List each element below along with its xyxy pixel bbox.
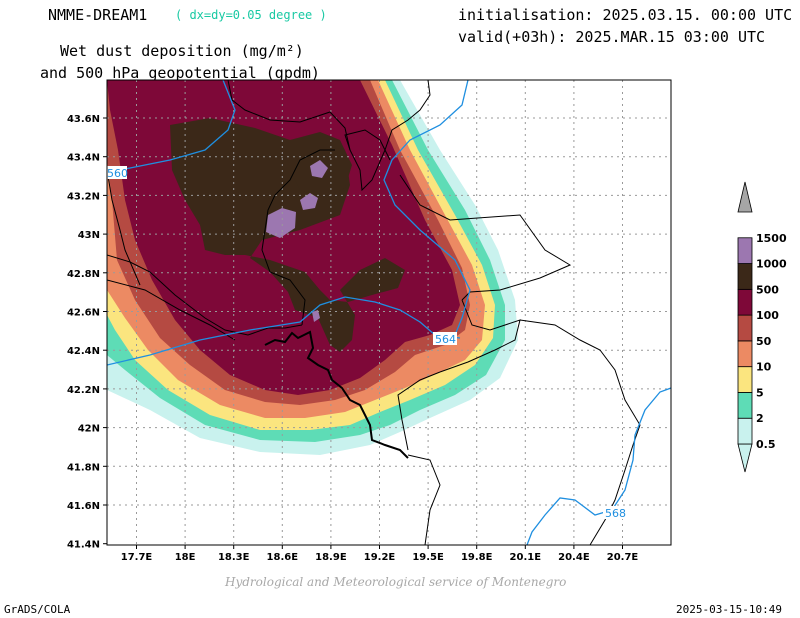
footer-left: GrADS/COLA (4, 603, 71, 616)
valid-time: valid(+03h): 2025.MAR.15 03:00 UTC (458, 28, 766, 46)
model-title: NMME-DREAM1 (48, 6, 148, 24)
contour-label-box-560 (105, 166, 127, 179)
grid-lines (107, 80, 671, 545)
dust-zone-1000b (300, 193, 318, 210)
legend-label: 1000 (756, 258, 787, 271)
legend-label: 1500 (756, 232, 787, 245)
lat-label: 41.6N (67, 501, 100, 512)
contour-label-568: 568 (605, 507, 626, 520)
contour-label-564: 564 (435, 333, 456, 346)
variable-title: Wet dust deposition (mg/m²) (60, 42, 304, 60)
contour-label-560: 560 (107, 167, 128, 180)
lat-label: 43N (78, 230, 100, 241)
credit-text: Hydrological and Meteorological service … (225, 575, 567, 589)
init-time: initialisation: 2025.03.15. 00:00 UTC (458, 6, 793, 24)
legend-label: 2 (756, 412, 764, 425)
coastline (264, 330, 409, 459)
lon-label: 19.8E (461, 552, 493, 563)
lon-label: 18E (175, 552, 196, 563)
lat-label: 42.8N (67, 269, 100, 280)
legend-swatch (737, 237, 753, 264)
lon-label: 17.7E (121, 552, 153, 563)
lat-label: 42.4N (67, 346, 100, 357)
contour-label-box-564 (433, 332, 457, 345)
map-frame (106, 79, 672, 546)
lat-label: 43.6N (67, 114, 100, 125)
model-resolution: ( dx=dy=0.05 degree ) (175, 8, 327, 22)
lat-label: 42N (78, 424, 100, 435)
dust-field (107, 80, 518, 455)
lat-label: 41.4N (67, 540, 100, 551)
footer-right: 2025-03-15-10:49 (676, 603, 782, 616)
lon-label: 19.5E (412, 552, 444, 563)
legend-swatch (737, 366, 753, 393)
legend-swatch (737, 392, 753, 419)
lon-label: 18.9E (315, 552, 347, 563)
legend-swatch (737, 288, 753, 316)
lat-label: 43.2N (67, 191, 100, 202)
legend-label: 5 (756, 386, 764, 399)
dust-zone-1000d (312, 310, 320, 322)
variable-title-line2: and 500 hPa geopotential (gpdm) (40, 64, 320, 82)
legend-label: 500 (756, 283, 779, 296)
lat-label: 42.6N (67, 308, 100, 319)
legend-label: 50 (756, 335, 772, 348)
dust-zone-1000 (266, 208, 296, 238)
legend-arrow-bottom (737, 443, 753, 473)
country-borders (107, 80, 641, 545)
lon-label: 20.1E (510, 552, 542, 563)
lon-label: 18.6E (267, 552, 299, 563)
lon-label: 18.3E (218, 552, 250, 563)
lon-label: 19.2E (364, 552, 396, 563)
longitude-labels: 17.7E 18E 18.3E 18.6E 18.9E 19.2E 19.5E 19.8E 20… (121, 545, 639, 563)
lat-label: 43.4N (67, 153, 100, 164)
dust-zone-1000c (310, 160, 328, 178)
lon-label: 20.7E (607, 552, 639, 563)
legend-swatch (737, 340, 753, 368)
contour-labels: 560 564 568 (105, 166, 627, 520)
contour-label-box-568 (603, 506, 627, 519)
colorbar-legend: 0.5 2 5 10 50 100 500 1000 1500 (737, 181, 787, 473)
lon-label: 20.4E (558, 552, 590, 563)
legend-swatch (737, 417, 753, 445)
latitude-labels: 43.6N 43.4N 43.2N 43N 42.8N 42.6N 42.4N 42.2N 42… (67, 114, 107, 551)
legend-label: 100 (756, 309, 779, 322)
legend-swatch (737, 263, 753, 290)
legend-arrow-top (737, 181, 753, 213)
legend-label: 0.5 (756, 438, 776, 451)
legend-swatch (737, 314, 753, 342)
lat-label: 41.8N (67, 462, 100, 473)
lat-label: 42.2N (67, 385, 100, 396)
legend-label: 10 (756, 361, 772, 374)
